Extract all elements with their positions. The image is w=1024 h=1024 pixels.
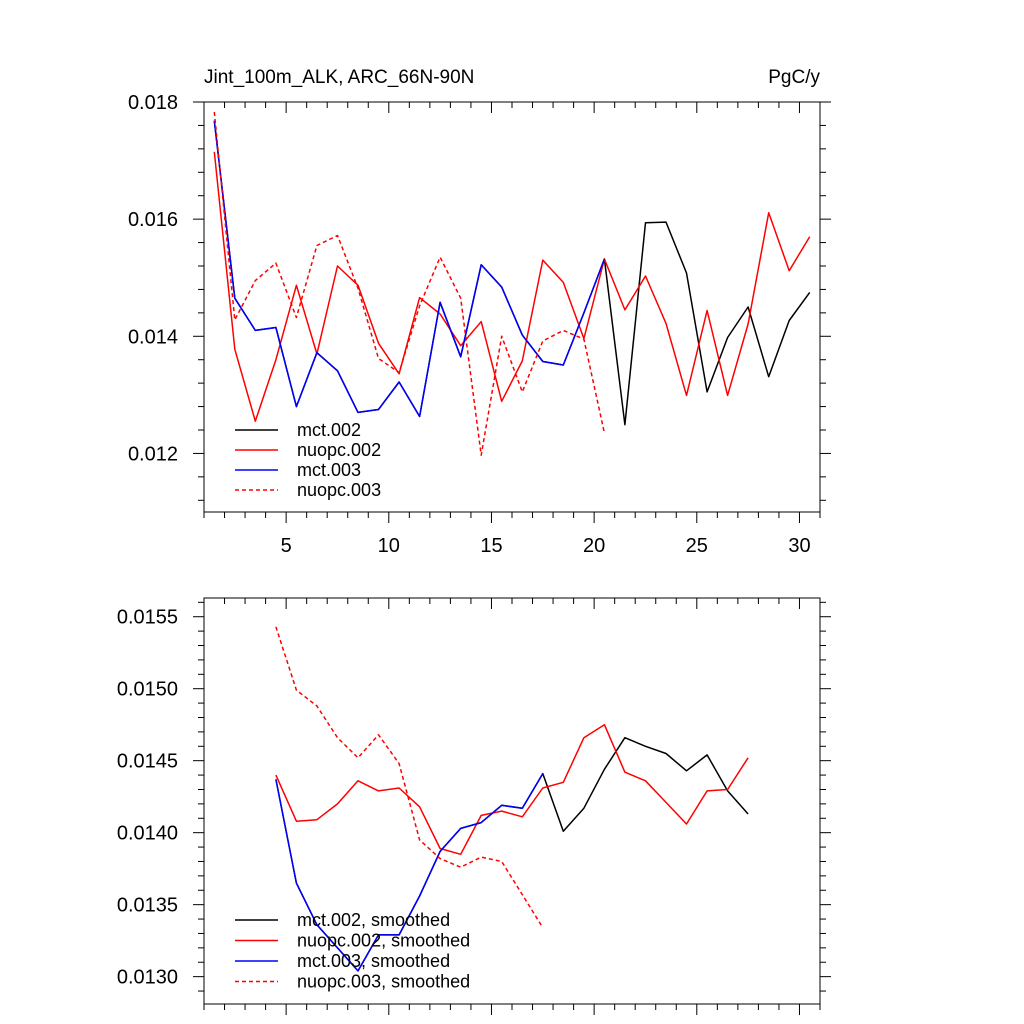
y-tick-label: 0.018: [128, 92, 178, 114]
series-line-mct-003-smoothed: [275, 773, 544, 972]
top-title-left: Jint_100m_ALK, ARC_66N-90N: [204, 67, 474, 88]
legend-label: mct.002, smoothed: [297, 910, 450, 930]
top-plot-frame: [203, 101, 821, 513]
series-line-nuopc-002-smoothed: [275, 723, 749, 856]
bottom-plot-frame: [203, 597, 821, 1005]
series-line-mct-002: [213, 120, 811, 426]
series-line-mct-003: [213, 120, 606, 418]
legend-label: mct.003: [297, 460, 361, 480]
top-ticks: 5 10 15 20 25 30 0.012 0.014 0.016 0.018: [128, 92, 831, 557]
series-line-nuopc-002: [213, 151, 811, 422]
legend-label: nuopc.003, smoothed: [297, 972, 470, 992]
y-tick-label: 0.014: [128, 326, 178, 348]
x-tick-label: 15: [480, 535, 502, 557]
y-tick-label: 0.0135: [117, 895, 178, 917]
legend-label: nuopc.002, smoothed: [297, 931, 470, 951]
legend-label: nuopc.003: [297, 480, 381, 500]
legend-label: mct.002: [297, 420, 361, 440]
y-tick-label: 0.012: [128, 443, 178, 465]
y-tick-label: 0.016: [128, 209, 178, 231]
x-tick-label: 30: [788, 535, 810, 557]
top-panel: Jint_100m_ALK, ARC_66N-90N PgC/y 5 10 15 20…: [128, 67, 831, 557]
series-line-nuopc-003-smoothed: [275, 626, 544, 929]
x-tick-label: 5: [281, 535, 292, 557]
y-tick-label: 0.0145: [117, 751, 178, 773]
y-tick-label: 0.0150: [117, 679, 178, 701]
top-title-right: PgC/y: [768, 67, 820, 88]
bottom-panel: 0.0130 0.0135 0.0140 0.0145 0.0150 0.0155 mct…: [117, 597, 831, 1015]
legend-label: mct.003, smoothed: [297, 951, 450, 971]
y-tick-label: 0.0155: [117, 607, 178, 629]
y-tick-label: 0.0140: [117, 823, 178, 845]
series-line-nuopc-003: [213, 111, 606, 456]
top-series-lines: [213, 111, 811, 456]
x-tick-label: 20: [583, 535, 605, 557]
legend-label: nuopc.002: [297, 440, 381, 460]
x-tick-label: 10: [378, 535, 400, 557]
bottom-series-lines: [275, 626, 749, 972]
x-tick-label: 25: [686, 535, 708, 557]
y-tick-label: 0.0130: [117, 967, 178, 989]
bottom-ticks: 0.0130 0.0135 0.0140 0.0145 0.0150 0.0155: [117, 598, 831, 1015]
